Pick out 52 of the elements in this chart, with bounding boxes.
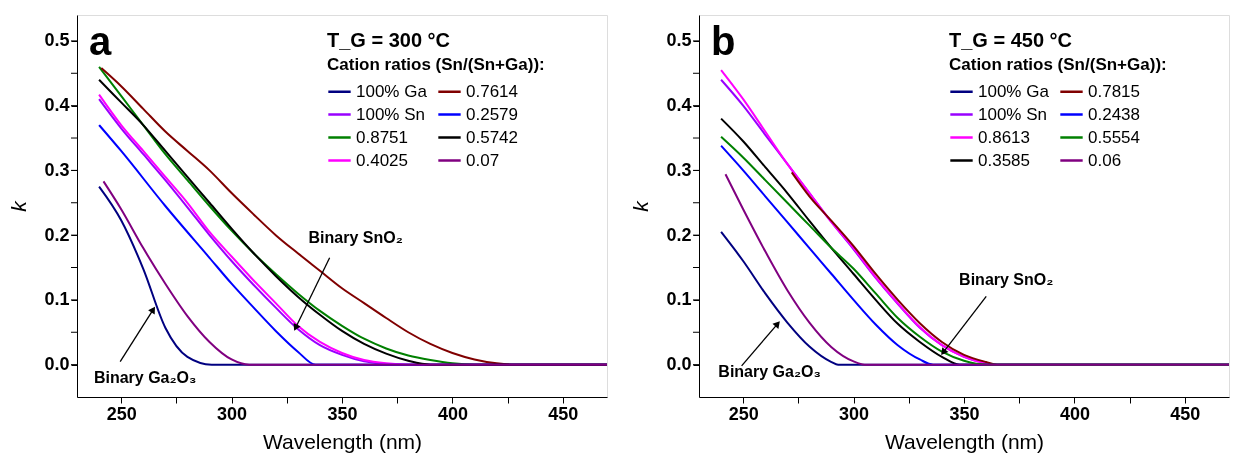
legend-label: 0.7614 [466, 81, 518, 101]
y-tick-label: 0.3 [666, 159, 692, 180]
legend-label: 0.8751 [356, 127, 408, 147]
legend-label: 100% Ga [356, 81, 428, 101]
y-tick-label: 0.1 [666, 289, 692, 310]
annotation: Binary Ga₂O₃ [718, 362, 821, 380]
y-tick-label: 0.2 [44, 224, 70, 245]
x-axis-title: Wavelength (nm) [262, 429, 423, 453]
x-axis-title: Wavelength (nm) [884, 429, 1045, 453]
x-tick-label: 450 [548, 403, 579, 424]
legend-title: Cation ratios (Sn/(Sn+Ga)): [327, 55, 545, 74]
y-tick-label: 0.0 [666, 354, 692, 375]
y-tick-label: 0.4 [666, 95, 692, 116]
x-tick-label: 300 [217, 403, 248, 424]
annotation: Binary Ga₂O₃ [93, 368, 197, 386]
legend-title: Cation ratios (Sn/(Sn+Ga)): [949, 55, 1167, 74]
x-tick-label: 350 [327, 403, 358, 424]
legend-label: 0.4025 [356, 150, 408, 170]
legend-label: 0.5554 [1088, 127, 1140, 147]
legend-label: 0.2579 [466, 104, 518, 124]
x-tick-label: 400 [1059, 403, 1090, 424]
y-axis-title: k [7, 199, 31, 212]
legend-label: 100% Sn [356, 104, 425, 124]
legend-label: 0.06 [1088, 150, 1122, 170]
legend-label: 100% Sn [978, 104, 1047, 124]
y-tick-label: 0.2 [666, 224, 692, 245]
annotation: b [711, 19, 736, 63]
annotation: a [89, 19, 112, 63]
y-tick-label: 0.4 [44, 95, 70, 116]
legend-label: 0.07 [466, 150, 500, 170]
annotation: Binary SnO₂ [308, 228, 403, 246]
annotation: T_G = 300 °C [327, 29, 451, 51]
x-tick-label: 250 [728, 403, 759, 424]
y-tick-label: 0.5 [44, 30, 70, 51]
annotation: Binary SnO₂ [959, 271, 1054, 289]
legend-label: 0.7815 [1088, 81, 1140, 101]
y-tick-label: 0.0 [44, 354, 70, 375]
legend-label: 0.2438 [1088, 104, 1140, 124]
x-tick-label: 400 [437, 403, 468, 424]
legend-label: 0.5742 [466, 127, 518, 147]
legend-label: 0.8613 [978, 127, 1030, 147]
legend-label: 100% Ga [978, 81, 1050, 101]
x-tick-label: 250 [106, 403, 137, 424]
y-tick-label: 0.5 [666, 30, 692, 51]
y-tick-label: 0.3 [44, 159, 70, 180]
x-tick-label: 350 [949, 403, 980, 424]
legend-label: 0.3585 [978, 150, 1030, 170]
y-axis-title: k [629, 199, 653, 212]
annotation: T_G = 450 °C [949, 29, 1073, 51]
x-tick-label: 300 [839, 403, 870, 424]
x-tick-label: 450 [1170, 403, 1201, 424]
y-tick-label: 0.1 [44, 289, 70, 310]
